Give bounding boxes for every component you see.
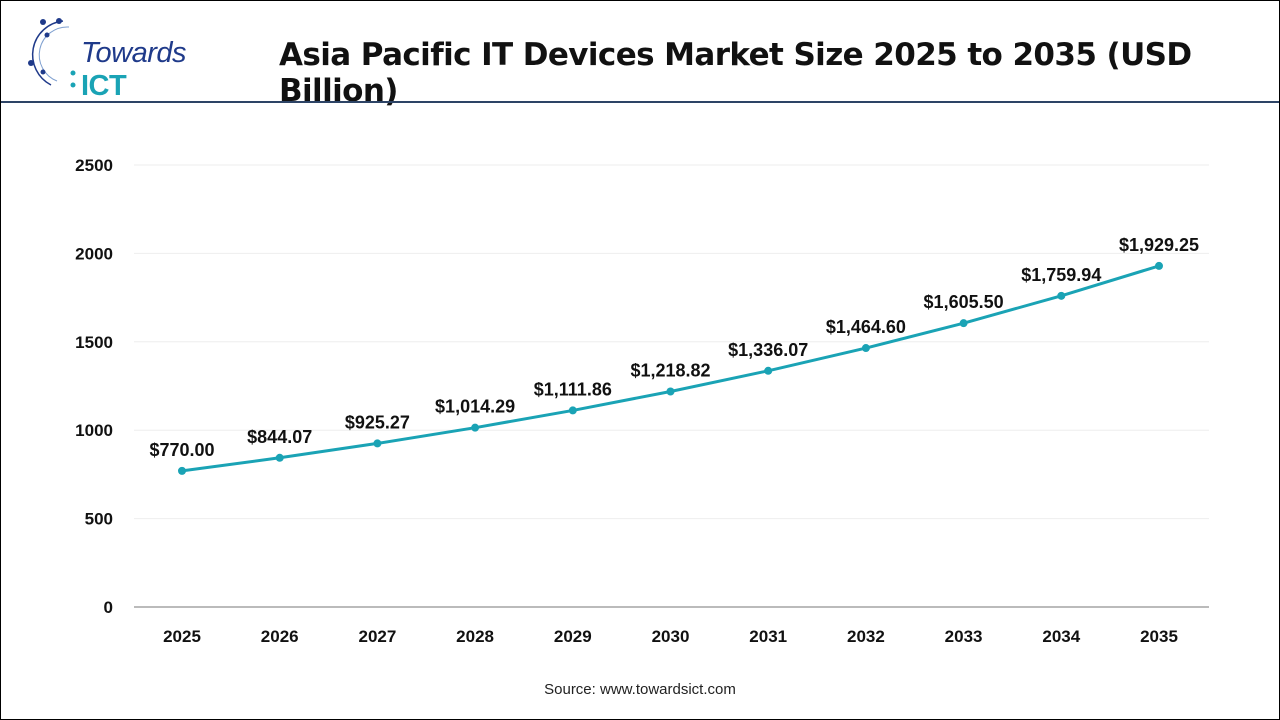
x-tick-label: 2027 (358, 627, 396, 646)
x-tick-label: 2028 (456, 627, 494, 646)
data-label: $1,111.86 (534, 379, 612, 399)
x-tick-label: 2025 (163, 627, 201, 646)
data-point (959, 319, 968, 328)
y-tick-label: 500 (85, 510, 113, 529)
logo: Towards ICT (23, 15, 223, 102)
data-label: $1,605.50 (924, 292, 1004, 312)
logo-orbit-icon (28, 18, 76, 88)
data-label: $1,336.07 (728, 340, 808, 360)
data-label: $770.00 (149, 440, 214, 460)
x-tick-label: 2032 (847, 627, 885, 646)
data-label: $1,464.60 (826, 317, 906, 337)
source-note: Source: www.towardsict.com (544, 681, 736, 698)
header-divider (1, 101, 1279, 103)
x-tick-label: 2026 (261, 627, 299, 646)
data-point (1155, 261, 1163, 270)
logo-text: Towards ICT (81, 37, 187, 102)
x-tick-label: 2034 (1042, 627, 1080, 646)
data-label: $1,218.82 (630, 361, 710, 381)
data-point (764, 366, 773, 375)
data-point (178, 466, 186, 475)
data-point (568, 406, 577, 415)
data-point (373, 439, 382, 448)
data-label: $1,014.29 (435, 397, 515, 417)
data-point (471, 423, 480, 432)
data-point (861, 344, 870, 353)
chart-title: Asia Pacific IT Devices Market Size 2025… (279, 37, 1192, 109)
data-label: $1,929.25 (1119, 235, 1199, 255)
data-label: $844.07 (247, 427, 312, 447)
data-point (275, 453, 284, 462)
y-tick-label: 1000 (75, 421, 113, 440)
y-tick-label: 2000 (75, 244, 113, 263)
y-tick-label: 2500 (75, 156, 113, 175)
data-label: $925.27 (345, 412, 410, 432)
x-tick-label: 2030 (652, 627, 690, 646)
x-tick-label: 2035 (1140, 627, 1178, 646)
y-tick-label: 1500 (75, 333, 113, 352)
x-tick-label: 2029 (554, 627, 592, 646)
y-tick-label: 0 (104, 598, 113, 617)
x-tick-label: 2031 (749, 627, 787, 646)
x-tick-label: 2033 (945, 627, 983, 646)
data-label: $1,759.94 (1021, 265, 1101, 285)
data-point (1057, 291, 1066, 300)
data-point (666, 387, 675, 396)
